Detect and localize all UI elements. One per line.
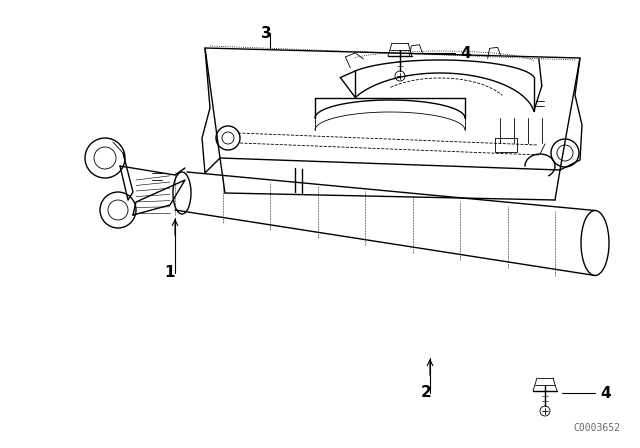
Text: 4: 4 (460, 46, 470, 60)
Text: 2: 2 (420, 385, 431, 400)
Text: 3: 3 (260, 26, 271, 41)
Text: 1: 1 (164, 265, 175, 280)
Text: 4: 4 (600, 385, 611, 401)
Text: C0003652: C0003652 (573, 423, 620, 433)
